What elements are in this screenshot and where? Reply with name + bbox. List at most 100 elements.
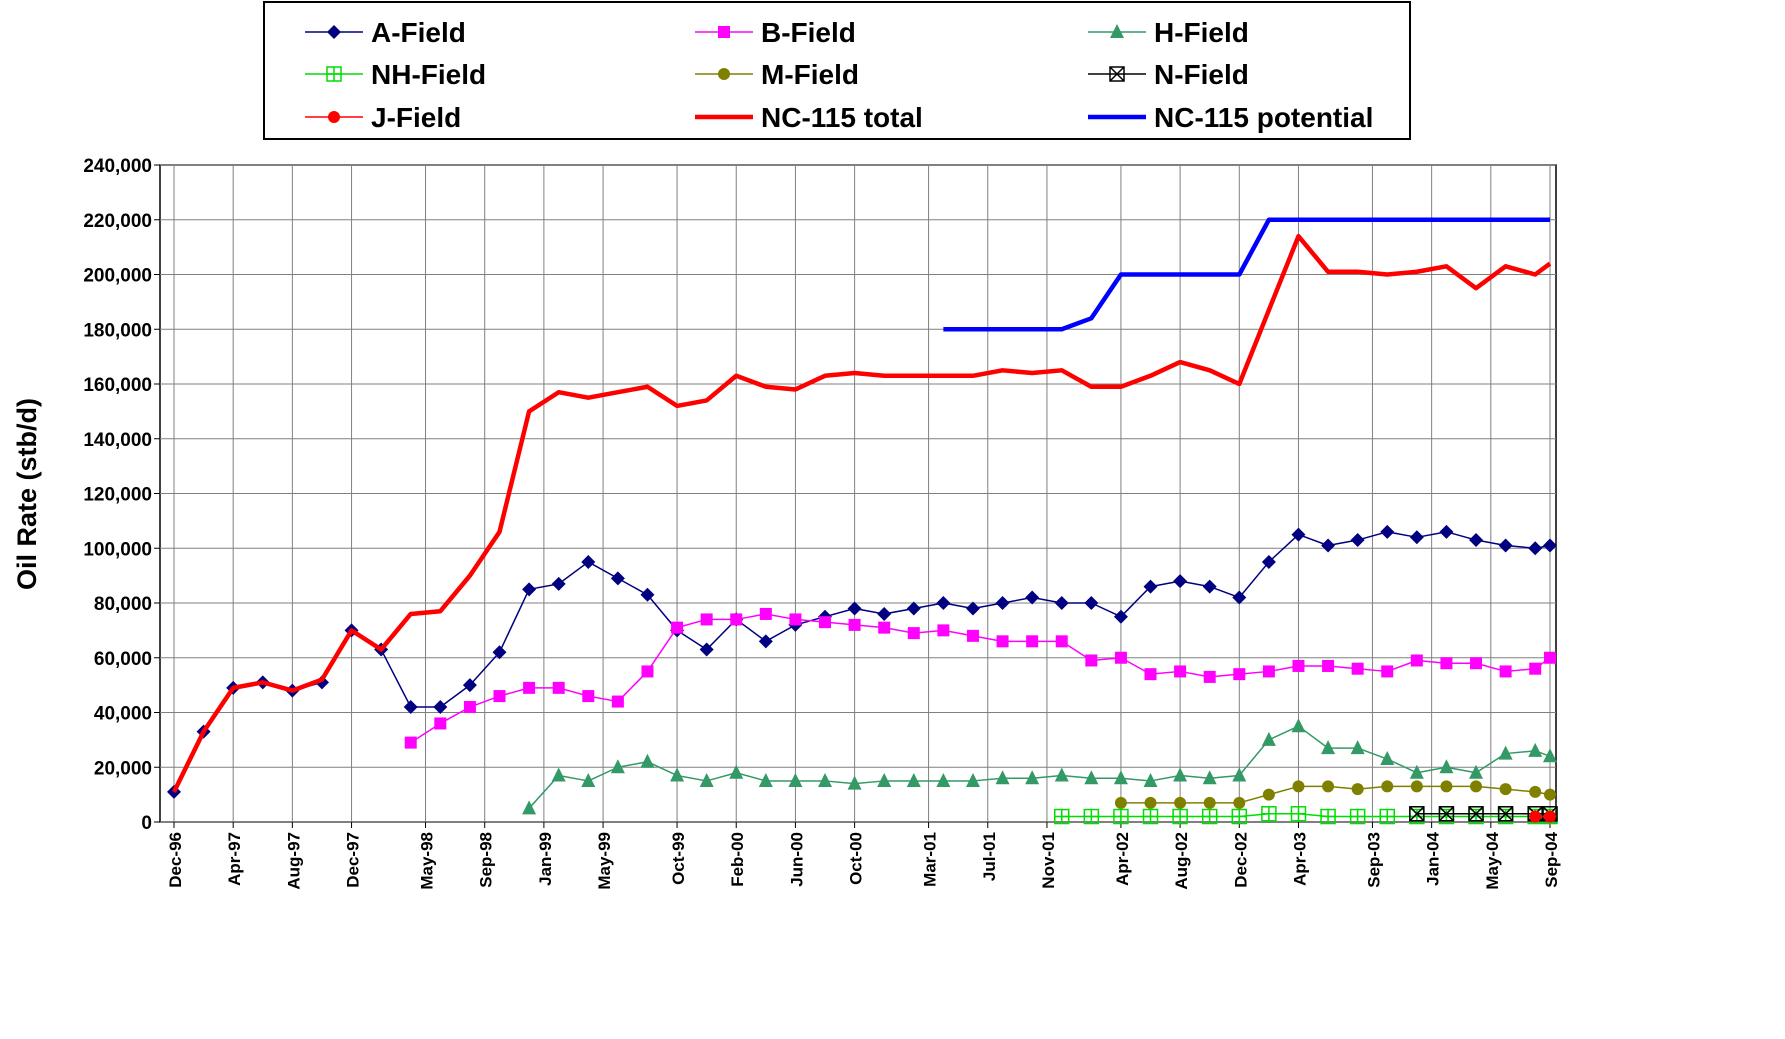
y-tick-label: 80,000: [94, 594, 152, 615]
marker: [403, 700, 418, 715]
y-tick-label: 20,000: [94, 758, 152, 779]
marker: [758, 772, 773, 787]
y-tick-label: 160,000: [83, 375, 152, 396]
marker-cross: [1438, 806, 1454, 822]
marker: [1085, 654, 1098, 667]
legend-label: H-Field: [1154, 17, 1249, 48]
marker: [1322, 780, 1335, 793]
marker: [1440, 657, 1453, 670]
marker: [404, 736, 417, 749]
x-tick-label: Mar-01: [921, 832, 940, 887]
marker: [1110, 24, 1124, 38]
marker: [1233, 668, 1246, 681]
marker: [1470, 657, 1483, 670]
marker-cross: [1380, 809, 1395, 824]
marker: [1026, 635, 1039, 648]
marker: [1380, 751, 1395, 766]
x-tick-label: Dec-97: [344, 832, 363, 888]
legend-box: [263, 1, 1411, 140]
marker: [1054, 767, 1069, 782]
marker: [1142, 808, 1159, 825]
legend-label: B-Field: [761, 17, 856, 48]
marker: [1379, 808, 1395, 825]
marker: [818, 772, 833, 787]
marker: [1410, 654, 1423, 667]
marker: [1201, 808, 1218, 825]
marker: [1231, 808, 1248, 825]
marker: [759, 607, 772, 620]
marker: [1261, 806, 1277, 822]
series-line: [943, 217, 1550, 332]
marker: [328, 111, 340, 123]
marker-cross: [1468, 806, 1484, 822]
marker: [699, 772, 714, 787]
x-tick-label: May-99: [595, 832, 614, 890]
marker: [433, 700, 448, 715]
marker: [582, 690, 595, 703]
marker: [551, 576, 566, 591]
marker-cross: [1498, 806, 1514, 822]
x-tick-label: Aug-02: [1172, 832, 1191, 890]
y-axis-label: Oil Rate (stb/d): [12, 398, 42, 590]
marker: [581, 554, 596, 569]
marker: [610, 571, 625, 586]
marker: [758, 634, 773, 649]
marker: [1172, 808, 1188, 825]
marker: [1350, 740, 1365, 755]
marker: [936, 596, 951, 610]
marker-box: [1497, 806, 1514, 822]
marker: [671, 621, 684, 634]
marker: [640, 587, 655, 602]
marker: [729, 764, 744, 779]
marker: [670, 767, 685, 782]
marker: [640, 753, 655, 768]
marker: [492, 645, 507, 660]
y-tick-label: 60,000: [94, 649, 152, 670]
marker-box: [1409, 806, 1425, 822]
marker: [493, 690, 506, 703]
marker: [581, 772, 596, 787]
marker: [1174, 665, 1187, 678]
marker: [1054, 596, 1069, 610]
x-tick-label: Dec-96: [166, 832, 185, 888]
marker: [1381, 665, 1394, 678]
marker: [1469, 764, 1484, 779]
marker: [1529, 785, 1542, 798]
x-tick-label: May-04: [1483, 831, 1502, 889]
y-tick-label: 120,000: [83, 485, 152, 506]
marker: [522, 800, 537, 815]
marker-cross: [327, 67, 341, 81]
marker: [1529, 810, 1542, 823]
marker: [1499, 665, 1512, 678]
marker: [1114, 651, 1127, 664]
marker-cross: [1173, 809, 1188, 824]
marker: [1084, 770, 1099, 785]
marker: [718, 68, 730, 80]
marker: [552, 681, 565, 694]
marker: [1544, 788, 1556, 801]
legend-label: N-Field: [1154, 59, 1249, 90]
marker: [936, 772, 951, 787]
marker-cross: [1350, 809, 1365, 824]
marker: [1321, 538, 1336, 553]
x-tick-label: Apr-02: [1113, 832, 1132, 886]
marker: [1144, 668, 1157, 681]
marker: [1113, 609, 1128, 624]
legend-label: NH-Field: [371, 59, 486, 90]
marker: [878, 621, 891, 634]
marker: [907, 627, 920, 640]
marker: [1055, 635, 1068, 648]
x-tick-label: Jan-04: [1424, 831, 1443, 885]
x-tick-label: Jan-99: [536, 832, 555, 886]
marker-cross: [1143, 809, 1158, 824]
marker: [610, 759, 625, 774]
marker: [1544, 651, 1556, 664]
marker: [1174, 796, 1187, 809]
marker: [1351, 662, 1364, 675]
marker: [1113, 770, 1128, 785]
marker: [1409, 806, 1425, 822]
x-tick-label: Oct-99: [669, 832, 688, 885]
marker: [1321, 740, 1336, 755]
marker: [1053, 808, 1070, 825]
